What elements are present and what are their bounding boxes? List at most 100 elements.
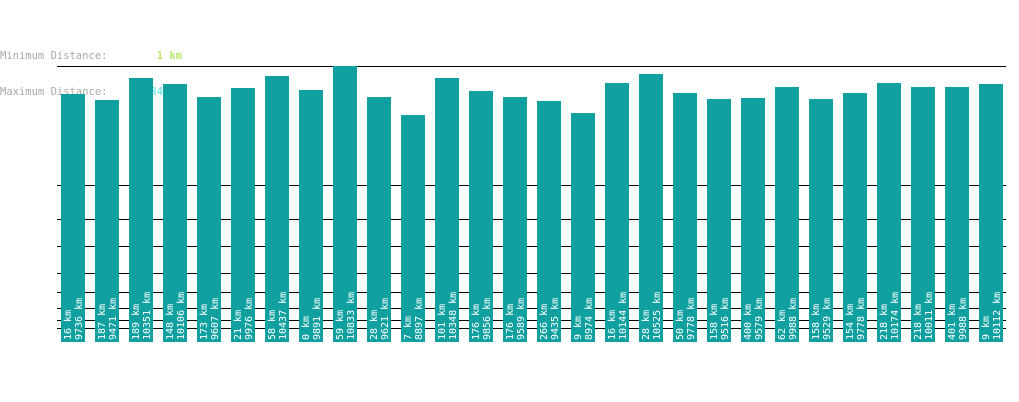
bar-rect-27	[979, 84, 1003, 342]
bar-rect-12	[469, 91, 493, 342]
bar-min-label-10: 7 km	[403, 316, 414, 340]
bar-max-label-10: 8897 km	[414, 298, 425, 340]
bar-min-label-24: 218 km	[879, 304, 890, 340]
bar-labels-17: 28 km10525 km	[641, 292, 663, 340]
bar-21: 62 km9988 km	[775, 87, 799, 342]
bar-4: 173 km9607 km	[197, 97, 221, 342]
min-distance-row: Minimum Distance: 1 km	[0, 50, 182, 62]
bar-rect-24	[877, 83, 901, 342]
bar-min-label-14: 266 km	[539, 304, 550, 340]
bar-13: 176 km9589 km	[503, 97, 527, 342]
bar-rect-10	[401, 115, 425, 342]
bar-rect-1	[95, 100, 119, 342]
bar-20: 400 km9579 km	[741, 98, 765, 342]
bar-labels-12: 176 km9856 km	[471, 298, 493, 340]
bar-7: 0 km9891 km	[299, 90, 323, 342]
bar-14: 266 km9435 km	[537, 101, 561, 342]
bar-max-label-5: 9976 km	[244, 298, 255, 340]
bar-25: 218 km10011 km	[911, 87, 935, 342]
bar-labels-22: 158 km9529 km	[811, 298, 833, 340]
bar-labels-4: 173 km9607 km	[199, 298, 221, 340]
bar-rect-17	[639, 74, 663, 342]
bar-min-label-4: 173 km	[199, 304, 210, 340]
bar-10: 7 km8897 km	[401, 115, 425, 342]
min-distance-value: 1 km	[156, 50, 182, 62]
bar-min-label-7: 0 km	[301, 316, 312, 340]
bar-min-label-3: 148 km	[165, 304, 176, 340]
bar-min-label-2: 189 km	[131, 304, 142, 340]
bar-rect-8	[333, 66, 357, 342]
bar-min-label-8: 59 km	[335, 310, 346, 340]
bar-labels-14: 266 km9435 km	[539, 298, 561, 340]
bar-rect-14	[537, 101, 561, 342]
bar-rect-5	[231, 88, 255, 342]
bar-labels-26: 401 km9988 km	[947, 298, 969, 340]
bar-min-label-16: 16 km	[607, 310, 618, 340]
bar-max-label-3: 10106 km	[176, 292, 187, 340]
bar-labels-11: 101 km10348 km	[437, 292, 459, 340]
bar-rect-9	[367, 97, 391, 342]
bar-rect-26	[945, 87, 969, 342]
bar-rect-0	[61, 94, 85, 342]
bar-max-label-19: 9516 km	[720, 298, 731, 340]
bar-rect-25	[911, 87, 935, 342]
bar-labels-24: 218 km10174 km	[879, 292, 901, 340]
bar-max-label-27: 10112 km	[992, 292, 1003, 340]
bar-min-label-11: 101 km	[437, 304, 448, 340]
bar-6: 58 km10437 km	[265, 76, 289, 342]
bar-labels-3: 148 km10106 km	[165, 292, 187, 340]
bar-labels-5: 21 km9976 km	[233, 298, 255, 340]
bar-labels-6: 58 km10437 km	[267, 292, 289, 340]
bar-19: 158 km9516 km	[707, 99, 731, 342]
bar-max-label-8: 10833 km	[346, 292, 357, 340]
bar-rect-3	[163, 84, 187, 342]
bar-min-label-25: 218 km	[913, 304, 924, 340]
bar-labels-1: 187 km9471 km	[97, 298, 119, 340]
bar-rect-11	[435, 78, 459, 342]
bar-min-label-1: 187 km	[97, 304, 108, 340]
bar-rect-13	[503, 97, 527, 342]
bar-12: 176 km9856 km	[469, 91, 493, 342]
bar-labels-13: 176 km9589 km	[505, 298, 527, 340]
bar-max-label-15: 8974 km	[584, 298, 595, 340]
bar-rect-6	[265, 76, 289, 342]
bar-min-label-15: 9 km	[573, 316, 584, 340]
bar-max-label-18: 9778 km	[686, 298, 697, 340]
bar-max-label-12: 9856 km	[482, 298, 493, 340]
bar-min-label-20: 400 km	[743, 304, 754, 340]
bar-labels-18: 50 km9778 km	[675, 298, 697, 340]
bar-min-label-22: 158 km	[811, 304, 822, 340]
bar-labels-8: 59 km10833 km	[335, 292, 357, 340]
bar-min-label-5: 21 km	[233, 310, 244, 340]
bar-17: 28 km10525 km	[639, 74, 663, 342]
min-distance-label: Minimum Distance:	[0, 50, 108, 62]
bar-min-label-17: 28 km	[641, 310, 652, 340]
bar-max-label-9: 9621 km	[380, 298, 391, 340]
bar-9: 28 km9621 km	[367, 97, 391, 342]
bar-min-label-12: 176 km	[471, 304, 482, 340]
bar-max-label-2: 10351 km	[142, 292, 153, 340]
bar-max-label-16: 10144 km	[618, 292, 629, 340]
bar-5: 21 km9976 km	[231, 88, 255, 342]
bar-labels-19: 158 km9516 km	[709, 298, 731, 340]
bar-rect-15	[571, 113, 595, 342]
bar-max-label-6: 10437 km	[278, 292, 289, 340]
bar-max-label-0: 9736 km	[74, 298, 85, 340]
bar-27: 9 km10112 km	[979, 84, 1003, 342]
bar-labels-9: 28 km9621 km	[369, 298, 391, 340]
bar-min-label-0: 16 km	[63, 310, 74, 340]
bar-max-label-21: 9988 km	[788, 298, 799, 340]
bar-26: 401 km9988 km	[945, 87, 969, 342]
bar-max-label-23: 9778 km	[856, 298, 867, 340]
bar-min-label-9: 28 km	[369, 310, 380, 340]
bar-labels-25: 218 km10011 km	[913, 292, 935, 340]
bar-labels-21: 62 km9988 km	[777, 298, 799, 340]
bar-min-label-27: 9 km	[981, 316, 992, 340]
bar-min-label-18: 50 km	[675, 310, 686, 340]
bar-16: 16 km10144 km	[605, 83, 629, 342]
bar-labels-23: 154 km9778 km	[845, 298, 867, 340]
bar-labels-2: 189 km10351 km	[131, 292, 153, 340]
bar-max-label-11: 10348 km	[448, 292, 459, 340]
bar-max-label-14: 9435 km	[550, 298, 561, 340]
